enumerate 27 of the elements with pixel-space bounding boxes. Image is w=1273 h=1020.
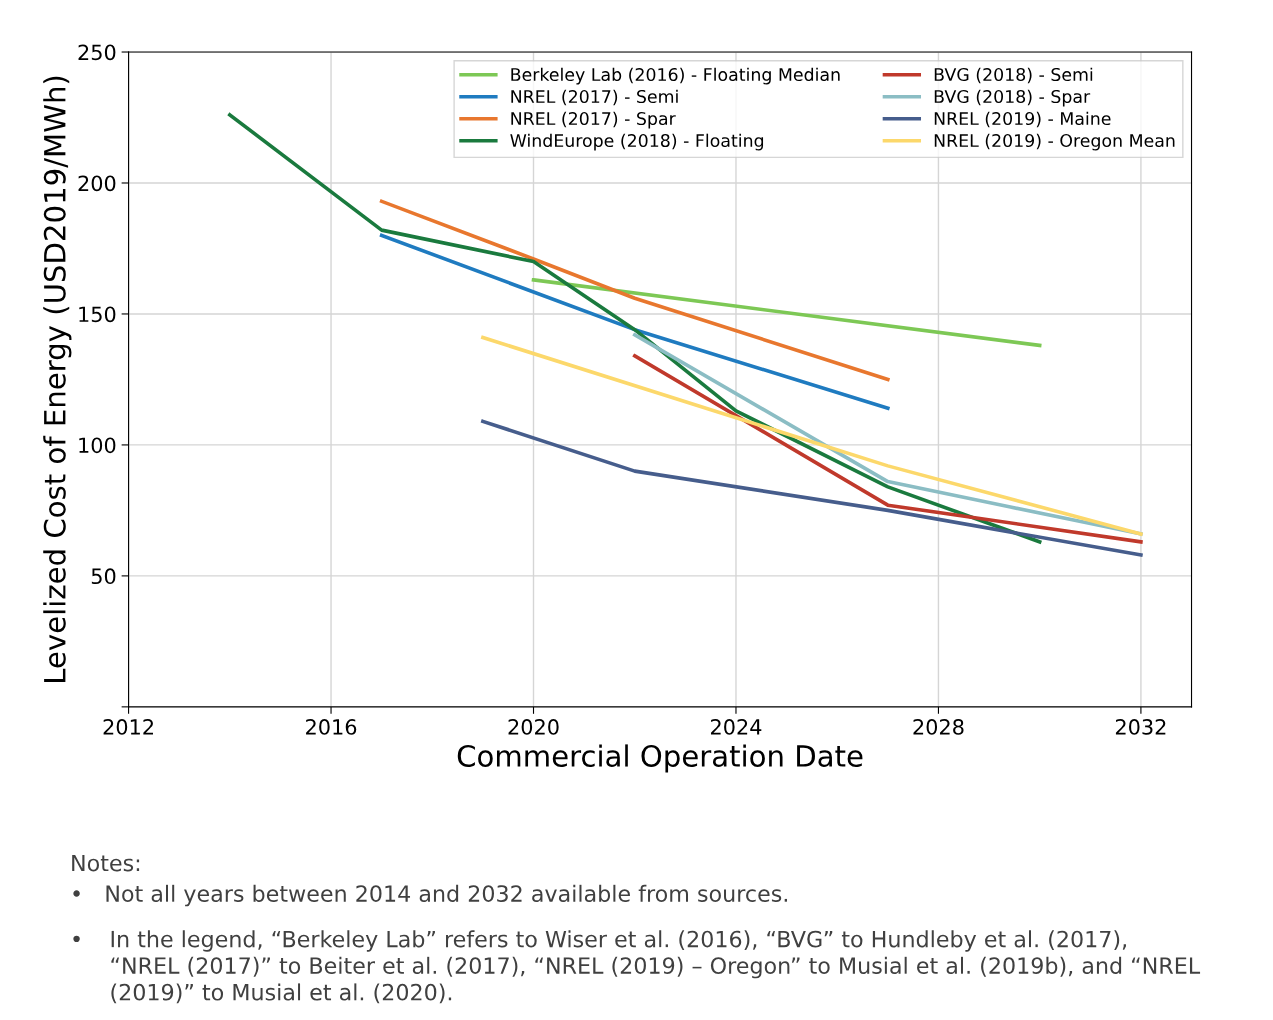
x-tick-label: 2032 [1115,719,1166,735]
x-tick-label: 2016 [306,719,357,735]
legend-label: NREL (2017) - Semi [511,89,678,106]
x-tick-label: 2028 [913,719,964,735]
y-tick-label: 100 [79,437,116,454]
y-tick-label: 50 [91,568,116,585]
legend-label: BVG (2018) - Spar [934,89,1091,107]
x-tick-label: 2024 [710,719,762,735]
legend-label: BVG (2018) - Semi [934,67,1093,84]
x-axis-title: Commercial Operation Date [457,744,863,773]
legend-label: Berkeley Lab (2016) - Floating Median [511,67,840,85]
x-tick-label: 2020 [508,719,559,735]
y-tick-label: 200 [78,175,116,192]
line-series [481,419,1143,557]
legend-label: NREL (2017) - Spar [511,111,676,129]
line-series [228,113,1042,544]
y-tick-label: 250 [78,44,116,61]
legend-label: NREL (2019) - Oregon Mean [934,133,1175,151]
y-tick-label: 150 [79,306,116,323]
y-axis-title: Levelized Cost of Energy (USD2019/MWh) [43,76,72,682]
line-series [379,199,890,382]
text: • Not all years between 2014 and 2032 available from sources. [73,884,787,907]
text: Notes: [72,854,140,872]
legend-label: WindEurope (2018) - Floating [510,133,764,151]
x-tick-label: 2012 [103,719,153,735]
legend-label: NREL (2019) - Maine [934,111,1111,128]
text: • In the legend, “Berkeley Lab” refers to Wiser et al. (2016), “BVG” to Hundleby et al. (2017), “NREL (2017)” to Beiter et al. (2017), “NREL (2019) – Oregon” to Musial et al. (2019b), and “NREL (2019)” to Musial et al. (2020). [73,930,1201,1004]
